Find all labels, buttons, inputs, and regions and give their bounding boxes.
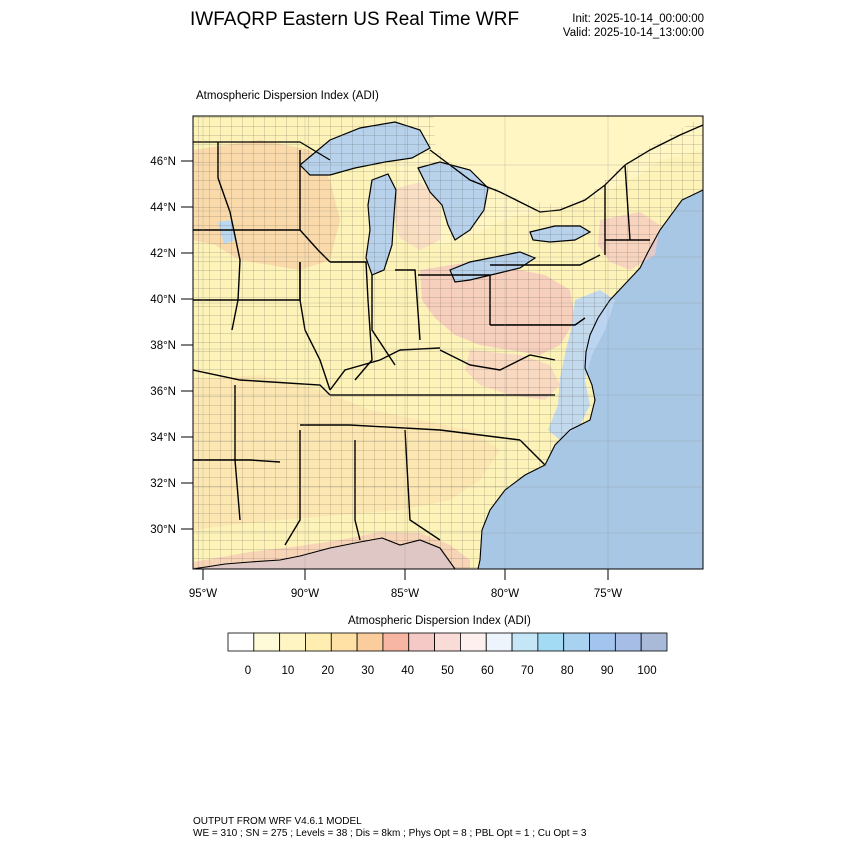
colorbar-tick-label: 50 (441, 665, 454, 677)
main-title: IWFAQRP Eastern US Real Time WRF (190, 9, 520, 30)
lat-label: 44°N (150, 202, 176, 214)
init-time: Init: 2025-10-14_00:00:00 (572, 13, 704, 25)
graticule (193, 116, 703, 569)
lat-label: 34°N (150, 432, 176, 444)
lat-label: 30°N (150, 524, 176, 536)
colorbar-bin (485, 632, 513, 652)
lat-label: 38°N (150, 340, 176, 352)
run-info: Init: 2025-10-14_00:00:00 Valid: 2025-10… (563, 13, 704, 40)
colorbar-labels: 0 10 20 30 40 50 60 70 80 90 100 (245, 665, 657, 677)
colorbar-bin (253, 632, 281, 652)
colorbar-bin (434, 632, 461, 652)
map-area (193, 116, 703, 569)
colorbar-tick-label: 30 (361, 665, 374, 677)
colorbar-bin (408, 632, 435, 652)
colorbar (227, 632, 668, 652)
county-lines (193, 116, 703, 569)
lon-label: 90°W (291, 588, 319, 600)
colorbar-tick-label: 40 (401, 665, 414, 677)
colorbar-bin (356, 632, 384, 652)
lat-label: 46°N (150, 156, 176, 168)
colorbar-bin (640, 632, 668, 652)
colorbar-bin (511, 632, 539, 652)
lat-axis: 46°N 44°N 42°N 40°N 38°N 36°N 34°N 32°N … (150, 156, 193, 536)
colorbar-tick-label: 70 (521, 665, 534, 677)
footer: OUTPUT FROM WRF V4.6.1 MODEL WE = 310 ; … (193, 816, 586, 840)
lat-label: 36°N (150, 386, 176, 398)
plot-title: Atmospheric Dispersion Index (ADI) (196, 90, 379, 102)
colorbar-tick-label: 0 (245, 665, 251, 677)
colorbar-tick-label: 80 (561, 665, 574, 677)
lat-label: 40°N (150, 294, 176, 306)
colorbar-bin (589, 632, 616, 652)
colorbar-title: Atmospheric Dispersion Index (ADI) (348, 615, 531, 627)
colorbar-bin (563, 632, 590, 652)
lon-label: 95°W (189, 588, 217, 600)
colorbar-tick-label: 20 (321, 665, 334, 677)
colorbar-tick-label: 10 (282, 665, 295, 677)
footer-config: WE = 310 ; SN = 275 ; Levels = 38 ; Dis … (193, 828, 587, 839)
colorbar-bin (460, 632, 487, 652)
lon-axis: 95°W 90°W 85°W 80°W 75°W (189, 569, 622, 600)
lat-label: 32°N (150, 478, 176, 490)
colorbar-bin (330, 632, 358, 652)
colorbar-bin (614, 632, 642, 652)
lon-label: 80°W (491, 588, 519, 600)
footer-model: OUTPUT FROM WRF V4.6.1 MODEL (193, 816, 362, 827)
valid-time: Valid: 2025-10-14_13:00:00 (562, 26, 704, 39)
colorbar-bin (227, 632, 255, 652)
colorbar-bin (537, 632, 565, 652)
colorbar-bin (305, 632, 332, 652)
lon-label: 75°W (594, 588, 622, 600)
us-canada-border (193, 124, 703, 213)
colorbar-bin (279, 632, 306, 652)
lat-label: 42°N (150, 248, 176, 260)
lon-label: 85°W (391, 588, 419, 600)
colorbar-tick-label: 60 (481, 665, 494, 677)
colorbar-tick-label: 100 (637, 665, 656, 677)
us-coastline (193, 189, 703, 569)
map-frame (192, 115, 704, 570)
colorbar-bin (382, 632, 410, 652)
colorbar-tick-label: 90 (601, 665, 614, 677)
